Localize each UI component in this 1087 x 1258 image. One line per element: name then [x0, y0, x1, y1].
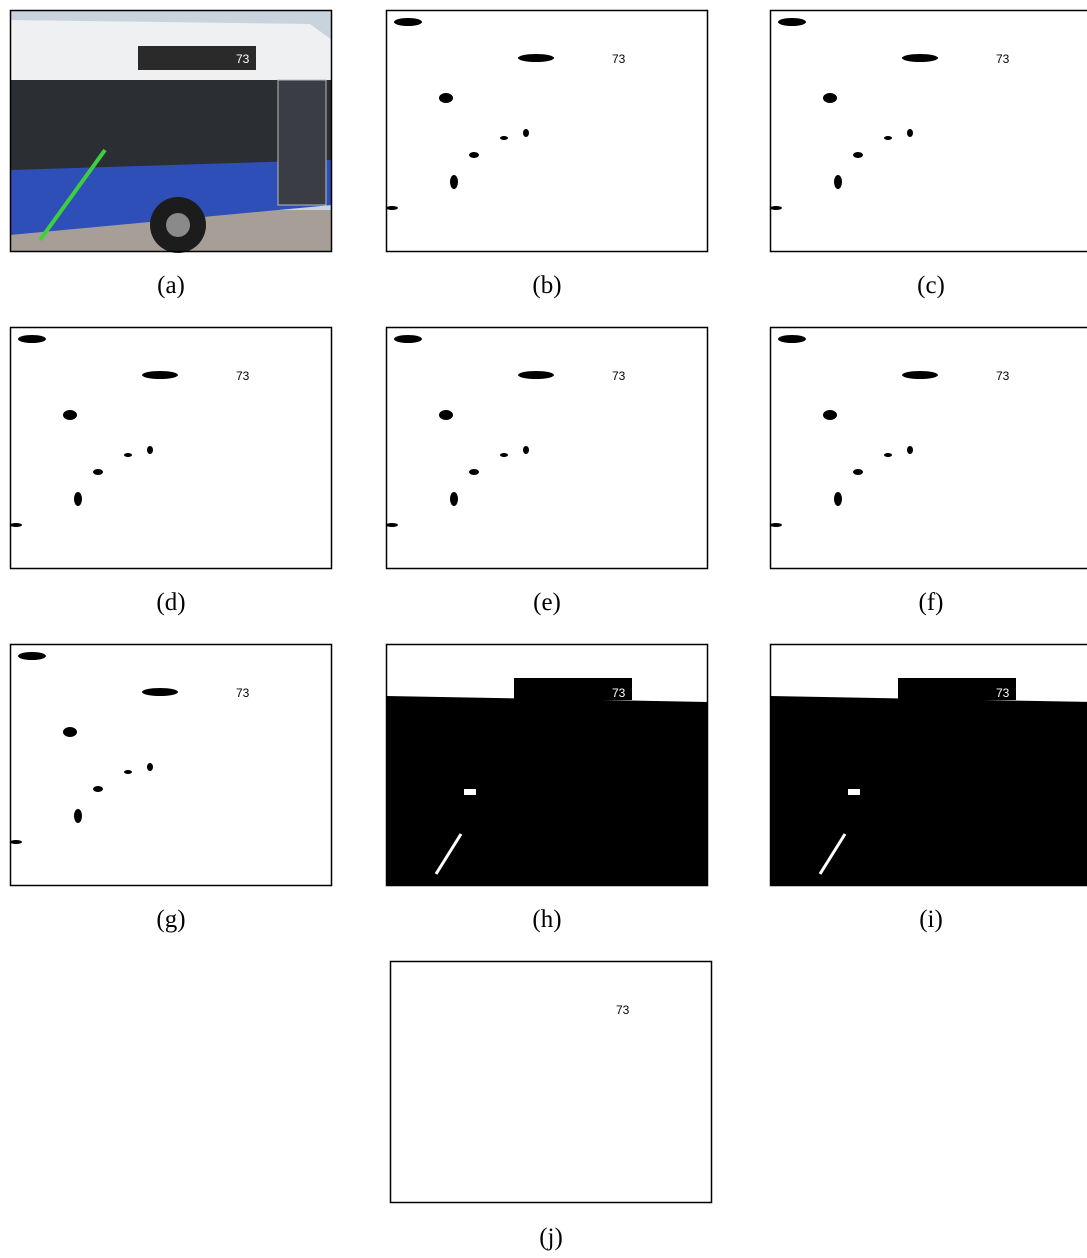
blob — [518, 54, 554, 62]
blob — [523, 129, 529, 137]
blob — [147, 446, 153, 454]
blob — [778, 18, 806, 26]
panel-number: 73 — [612, 369, 626, 383]
blob — [450, 175, 458, 189]
caption: (d) — [156, 589, 185, 616]
bg — [10, 327, 332, 569]
blob — [10, 840, 22, 844]
blob — [386, 523, 398, 527]
blob — [907, 129, 913, 137]
blob — [147, 763, 153, 771]
blob — [394, 18, 422, 26]
panel: 73 — [770, 327, 1087, 569]
bg — [386, 327, 708, 569]
blob — [439, 93, 453, 103]
blob — [902, 54, 938, 62]
panel-number: 73 — [996, 686, 1010, 700]
bg — [770, 327, 1087, 569]
caption: (j) — [539, 1224, 563, 1251]
blob — [386, 206, 398, 210]
blob — [439, 410, 453, 420]
blob — [74, 809, 82, 823]
caption: (e) — [533, 589, 561, 616]
panel-number: 73 — [996, 369, 1010, 383]
bg — [390, 961, 712, 1203]
door — [278, 80, 326, 205]
caption: (g) — [156, 906, 185, 933]
blob — [500, 136, 508, 140]
blob — [770, 206, 782, 210]
blob — [93, 469, 103, 475]
panel-number: 73 — [236, 369, 250, 383]
blob — [770, 523, 782, 527]
caption: (c) — [917, 272, 945, 299]
blob — [142, 371, 178, 379]
caption: (i) — [919, 906, 943, 933]
panel: 73 — [390, 961, 712, 1203]
panel-number: 73 — [236, 52, 250, 66]
panel: 73 — [386, 10, 708, 252]
figure: 73 (a) 73 (b) 73 (c) 73 (d) 73 (e) 73 (f) 73 (g) 73 (h)… — [0, 0, 1087, 1258]
blob — [834, 492, 842, 506]
blob — [10, 523, 22, 527]
blob — [124, 453, 132, 457]
blob — [18, 335, 46, 343]
blob — [469, 152, 479, 158]
panel-number: 73 — [236, 686, 250, 700]
blob — [853, 469, 863, 475]
caption: (h) — [532, 906, 561, 933]
bg — [10, 644, 332, 886]
blob — [450, 492, 458, 506]
blob — [18, 652, 46, 660]
blob — [63, 727, 77, 737]
blob — [394, 335, 422, 343]
blob — [500, 453, 508, 457]
blob — [142, 688, 178, 696]
bg — [770, 10, 1087, 252]
caption: (b) — [532, 272, 561, 299]
blob — [907, 446, 913, 454]
blob — [884, 136, 892, 140]
blob — [518, 371, 554, 379]
blob — [63, 410, 77, 420]
panel: 73 — [10, 644, 332, 886]
panel: 73 — [10, 10, 332, 253]
blob — [823, 410, 837, 420]
caption: (f) — [919, 589, 944, 616]
blob — [884, 453, 892, 457]
blob — [902, 371, 938, 379]
panel: 73 — [10, 327, 332, 569]
blob — [834, 175, 842, 189]
panel-number: 73 — [612, 52, 626, 66]
caption: (a) — [157, 272, 185, 299]
panel: 73 — [386, 644, 708, 886]
blob — [124, 770, 132, 774]
panel-number: 73 — [996, 52, 1010, 66]
blob — [853, 152, 863, 158]
blob — [74, 492, 82, 506]
spot — [464, 789, 476, 795]
panel-number: 73 — [612, 686, 626, 700]
blob — [469, 469, 479, 475]
bg — [386, 10, 708, 252]
panel: 73 — [386, 327, 708, 569]
panel-number: 73 — [616, 1003, 630, 1017]
blob — [523, 446, 529, 454]
blob — [93, 786, 103, 792]
blob — [778, 335, 806, 343]
panel: 73 — [770, 644, 1087, 886]
hub — [166, 213, 190, 237]
blob — [823, 93, 837, 103]
panel: 73 — [770, 10, 1087, 252]
spot — [848, 789, 860, 795]
